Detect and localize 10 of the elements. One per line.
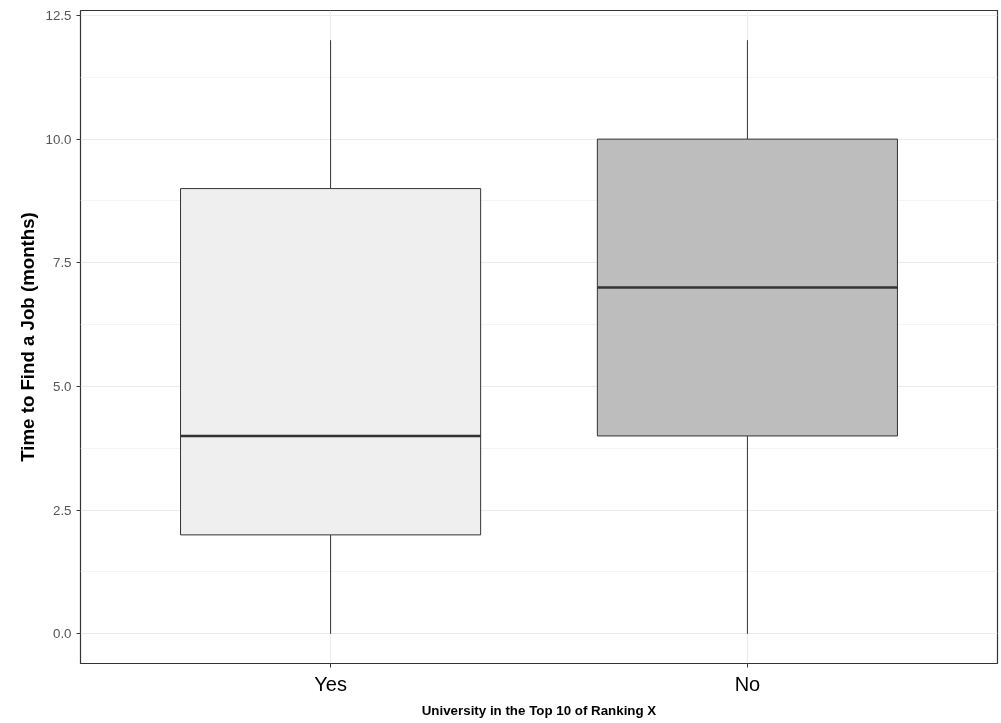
y-tick-label: 0.0 [52,626,72,642]
y-tick-label: 12.5 [45,7,72,23]
y-tick-label: 10.0 [45,131,72,147]
x-tick-label: Yes [314,672,347,695]
y-tick-label: 7.5 [52,255,72,271]
x-axis-title: University in the Top 10 of Ranking X [421,702,657,718]
y-axis-title: Time to Find a Job (months) [16,212,38,462]
y-tick-label: 2.5 [52,502,72,518]
y-tick-label: 5.0 [52,378,72,394]
x-tick-label: No [734,672,761,695]
